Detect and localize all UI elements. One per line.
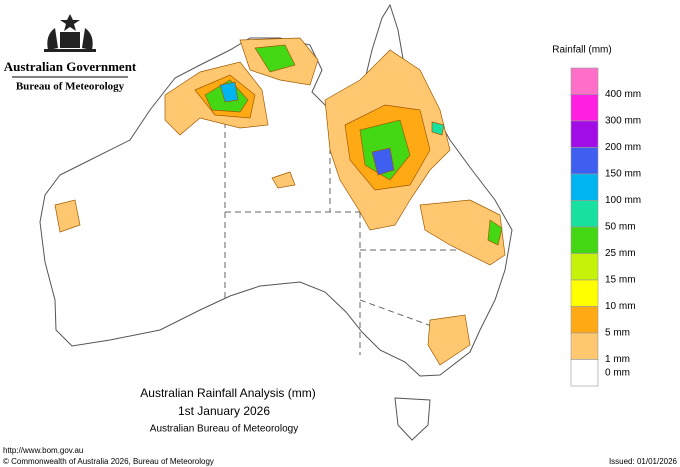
government-name: Australian Government [4, 59, 137, 74]
legend-label: 200 mm [605, 142, 641, 153]
legend: 400 mm 300 mm 200 mm 150 mm 100 mm 50 mm 25 mm… [570, 67, 641, 387]
legend-label: 150 mm [605, 169, 641, 180]
coat-of-arms [44, 14, 96, 52]
legend-swatch [570, 94, 599, 122]
legend-label: 300 mm [605, 116, 641, 127]
legend-label: 400 mm [605, 89, 641, 100]
legend-swatch [570, 120, 599, 148]
legend-label: 100 mm [605, 195, 641, 206]
map-title: Australian Rainfall Analysis (mm) [140, 386, 315, 400]
legend-swatch [570, 253, 599, 281]
legend-label: 1 mm [605, 354, 630, 365]
agency-name: Bureau of Meteorology [16, 81, 125, 93]
legend-swatch [570, 359, 599, 387]
map-date: 1st January 2026 [178, 404, 270, 418]
legend-swatch [570, 173, 599, 201]
rainfall-areas [54, 37, 506, 366]
legend-swatch [570, 67, 599, 95]
legend-title: Rainfall (mm) [552, 45, 611, 56]
footer-issued: Issued: 01/01/2026 [609, 457, 678, 466]
legend-swatch [570, 279, 599, 307]
legend-label: 10 mm [605, 301, 636, 312]
legend-label: 15 mm [605, 275, 636, 286]
legend-label: 0 mm [605, 367, 630, 378]
map-source: Australian Bureau of Meteorology [150, 424, 298, 435]
legend-swatch [570, 147, 599, 175]
legend-label: 25 mm [605, 248, 636, 259]
legend-label: 50 mm [605, 222, 636, 233]
legend-label: 5 mm [605, 328, 630, 339]
footer-copyright: © Commonwealth of Australia 2026, Bureau… [3, 457, 214, 466]
state-borders [224, 92, 492, 355]
legend-swatch [570, 332, 599, 360]
legend-swatch [570, 306, 599, 334]
legend-swatch [570, 200, 599, 228]
legend-swatch [570, 226, 599, 254]
tasmania [394, 397, 431, 441]
footer-url: http://www.bom.gov.au [3, 446, 83, 455]
